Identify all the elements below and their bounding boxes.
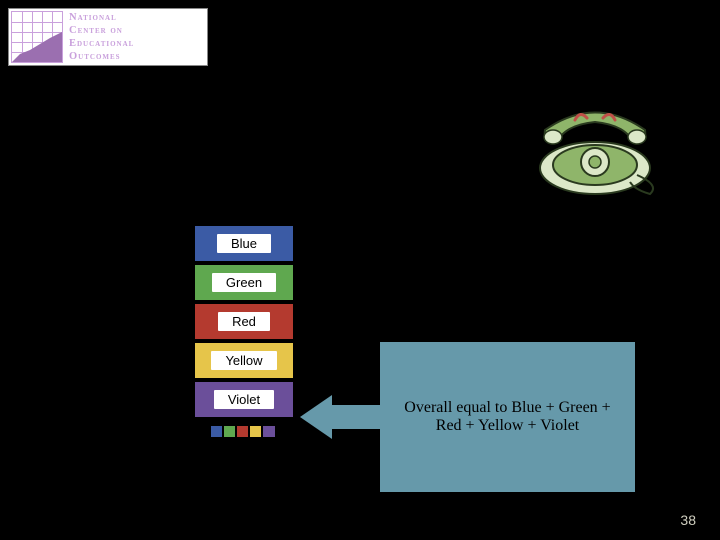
callout-text: Overall equal to Blue + Green + Red + Ye… (398, 399, 617, 435)
color-label: Blue (217, 234, 271, 253)
color-cell-violet: Violet (194, 381, 294, 418)
mini-seg (262, 425, 276, 438)
arrow-stem (330, 405, 380, 429)
color-cell-red: Red (194, 303, 294, 340)
callout-box: Overall equal to Blue + Green + Red + Ye… (380, 342, 635, 492)
color-cell-green: Green (194, 264, 294, 301)
color-cell-blue: Blue (194, 225, 294, 262)
color-label: Red (218, 312, 270, 331)
mini-seg (210, 425, 223, 438)
mini-bar (210, 425, 276, 438)
logo-text: National Center on Educational Outcomes (65, 9, 207, 65)
mini-seg (236, 425, 249, 438)
logo-chart-icon (11, 11, 63, 63)
logo-area-icon (12, 32, 62, 62)
color-label: Yellow (211, 351, 276, 370)
logo-line: Outcomes (69, 50, 203, 63)
mini-seg (249, 425, 262, 438)
color-cell-yellow: Yellow (194, 342, 294, 379)
mini-seg (223, 425, 236, 438)
arrow-head-icon (300, 395, 332, 439)
color-stack: Blue Green Red Yellow Violet (194, 225, 294, 420)
logo-line: Educational (69, 37, 203, 50)
color-label: Green (212, 273, 276, 292)
logo-line: Center on (69, 24, 203, 37)
phone-clipart-icon (525, 90, 665, 200)
logo-line: National (69, 11, 203, 24)
page-number: 38 (680, 512, 696, 528)
color-label: Violet (214, 390, 274, 409)
nceo-logo: National Center on Educational Outcomes (8, 8, 208, 66)
